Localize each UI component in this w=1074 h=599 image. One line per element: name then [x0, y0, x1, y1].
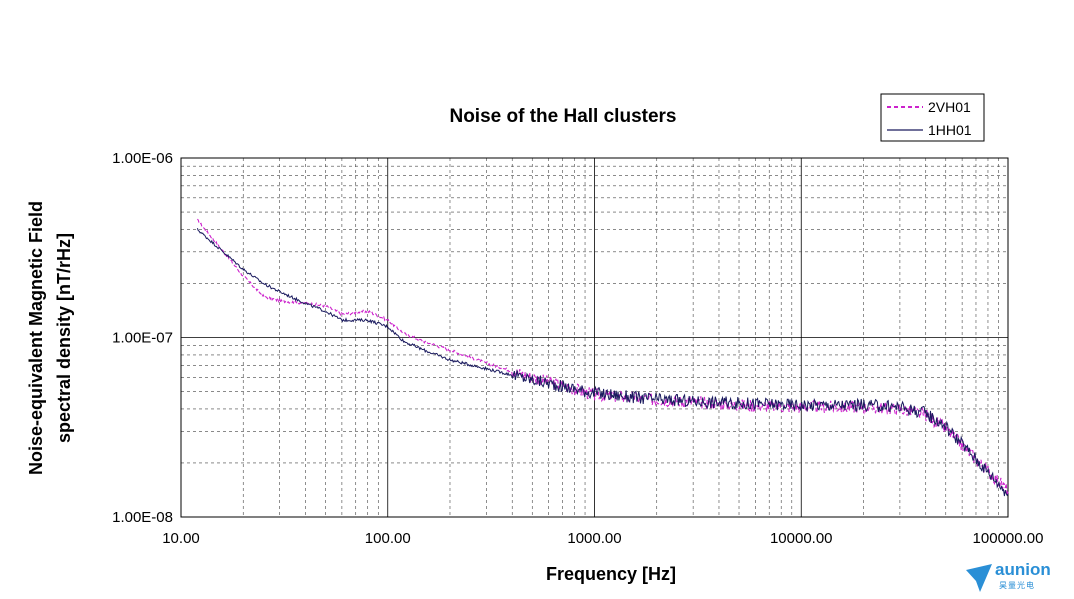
- brand-subtitle: 昊量光电: [999, 581, 1035, 590]
- x-tick-labels: 10.00 100.00 1000.00 10000.00 100000.00: [162, 530, 1043, 547]
- legend: 2VH01 1HH01: [880, 93, 985, 142]
- legend-label-2VH01: 2VH01: [928, 99, 971, 115]
- x-tick-label: 100.00: [365, 530, 411, 547]
- series-line-1HH01: [196, 228, 1009, 497]
- grid-lines: [180, 158, 1008, 518]
- x-tick-label: 10000.00: [770, 530, 833, 547]
- chart-title: Noise of the Hall clusters: [449, 106, 676, 127]
- y-tick-label: 1.00E-08: [112, 509, 173, 526]
- y-axis-title-line1: Noise-equivalent Magnetic Field: [26, 201, 46, 475]
- y-tick-label: 1.00E-07: [112, 330, 173, 347]
- x-axis-title: Frequency [Hz]: [546, 564, 676, 584]
- y-tick-label: 1.00E-06: [112, 150, 173, 167]
- x-tick-label: 10.00: [162, 530, 200, 547]
- plot-frame: [180, 157, 1009, 518]
- legend-box: [880, 93, 985, 142]
- y-axis-title-line2: spectral density [nT/rHz]: [54, 233, 74, 443]
- x-tick-label: 1000.00: [567, 530, 621, 547]
- series-line-2VH01: [196, 218, 1009, 496]
- y-tick-labels: 1.00E-06 1.00E-07 1.00E-08: [112, 150, 173, 526]
- series-layer: [196, 218, 1009, 497]
- brand-logo-icon: [966, 564, 992, 592]
- legend-label-1HH01: 1HH01: [928, 122, 972, 138]
- brand-wordmark: aunion: [995, 560, 1051, 579]
- x-tick-label: 100000.00: [973, 530, 1044, 547]
